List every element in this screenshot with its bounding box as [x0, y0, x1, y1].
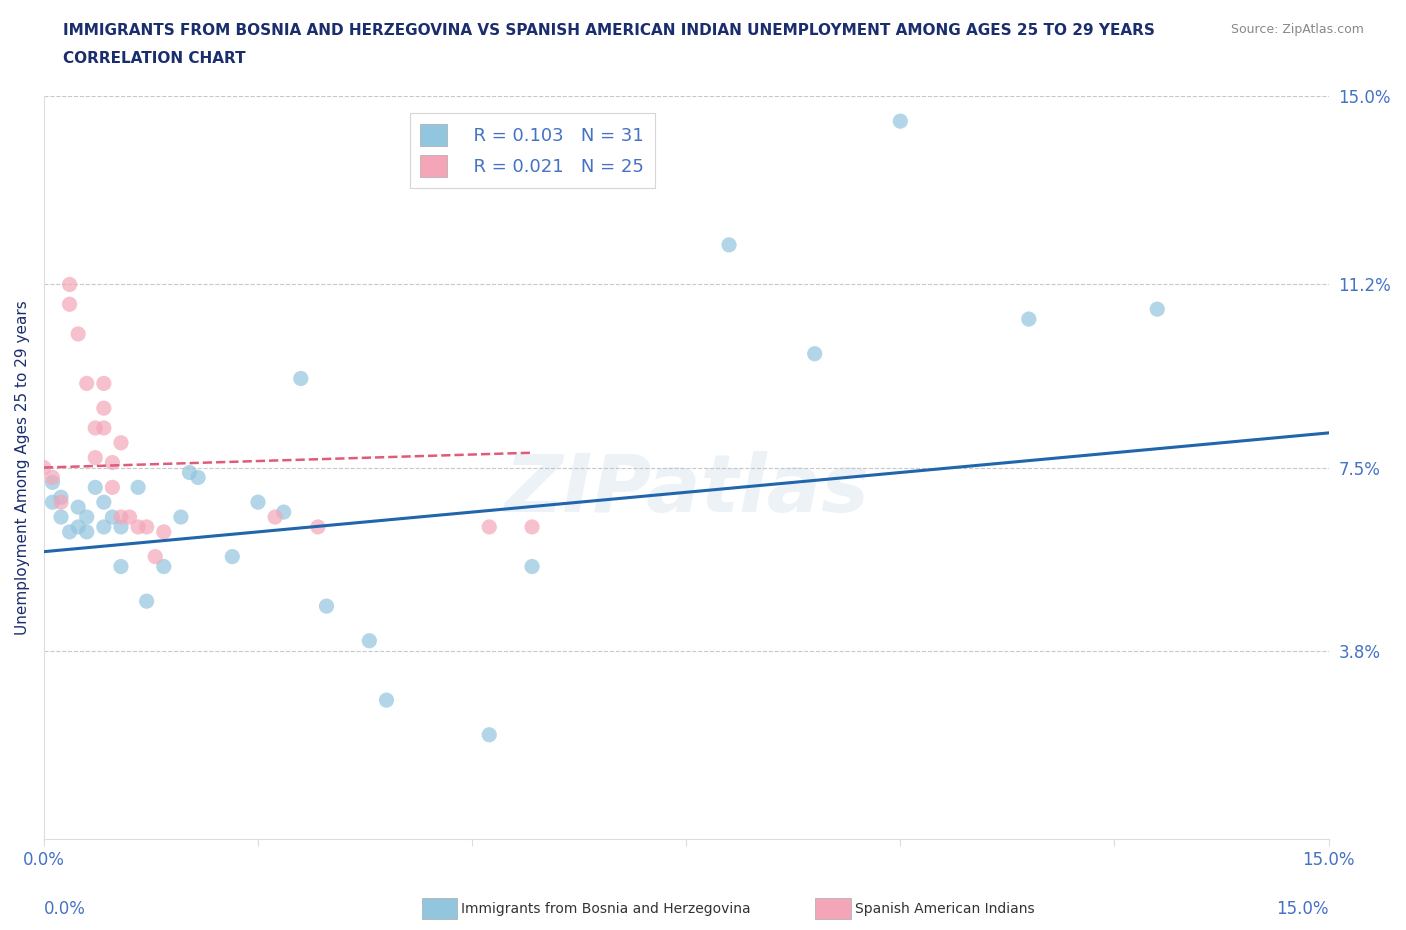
Point	[110, 510, 132, 525]
Point	[41, 475, 63, 490]
Point	[375, 693, 398, 708]
Point	[264, 510, 287, 525]
Point	[246, 495, 269, 510]
Point	[101, 480, 124, 495]
Point	[32, 460, 55, 475]
Point	[49, 510, 72, 525]
Point	[478, 520, 501, 535]
Point	[889, 113, 911, 128]
Text: IMMIGRANTS FROM BOSNIA AND HERZEGOVINA VS SPANISH AMERICAN INDIAN UNEMPLOYMENT A: IMMIGRANTS FROM BOSNIA AND HERZEGOVINA V…	[63, 23, 1156, 38]
Point	[84, 480, 107, 495]
Text: ZIPatlas: ZIPatlas	[503, 451, 869, 529]
Point	[84, 420, 107, 435]
Point	[110, 435, 132, 450]
Point	[127, 480, 149, 495]
Point	[101, 510, 124, 525]
Point	[127, 520, 149, 535]
Point	[93, 420, 115, 435]
Point	[76, 376, 98, 391]
Text: 0.0%: 0.0%	[44, 899, 86, 918]
Point	[803, 346, 825, 361]
Point	[187, 470, 209, 485]
Point	[67, 499, 90, 514]
Point	[179, 465, 201, 480]
Y-axis label: Unemployment Among Ages 25 to 29 years: Unemployment Among Ages 25 to 29 years	[15, 300, 30, 635]
Point	[170, 510, 193, 525]
Point	[118, 510, 141, 525]
Point	[84, 450, 107, 465]
Point	[93, 401, 115, 416]
Text: Source: ZipAtlas.com: Source: ZipAtlas.com	[1230, 23, 1364, 36]
Point	[58, 297, 80, 312]
Point	[290, 371, 312, 386]
Point	[152, 559, 174, 574]
Point	[520, 559, 543, 574]
Point	[718, 237, 741, 252]
Point	[520, 520, 543, 535]
Point	[49, 495, 72, 510]
Point	[1146, 301, 1168, 316]
Point	[76, 525, 98, 539]
Point	[1018, 312, 1040, 326]
Point	[273, 505, 295, 520]
Point	[307, 520, 329, 535]
Point	[58, 525, 80, 539]
Point	[101, 455, 124, 470]
Point	[135, 593, 157, 608]
Point	[315, 599, 337, 614]
Legend:   R = 0.103   N = 31,   R = 0.021   N = 25: R = 0.103 N = 31, R = 0.021 N = 25	[409, 113, 655, 188]
Point	[359, 633, 381, 648]
Point	[49, 490, 72, 505]
Point	[110, 559, 132, 574]
Point	[152, 525, 174, 539]
Point	[135, 520, 157, 535]
Point	[110, 520, 132, 535]
Point	[58, 277, 80, 292]
Text: 15.0%: 15.0%	[1277, 899, 1329, 918]
Text: CORRELATION CHART: CORRELATION CHART	[63, 51, 246, 66]
Point	[93, 520, 115, 535]
Point	[93, 376, 115, 391]
Point	[41, 495, 63, 510]
Text: Immigrants from Bosnia and Herzegovina: Immigrants from Bosnia and Herzegovina	[461, 901, 751, 916]
Point	[41, 470, 63, 485]
Point	[478, 727, 501, 742]
Point	[67, 520, 90, 535]
Point	[93, 495, 115, 510]
Text: Spanish American Indians: Spanish American Indians	[855, 901, 1035, 916]
Point	[221, 550, 243, 565]
Point	[67, 326, 90, 341]
Point	[143, 550, 166, 565]
Point	[76, 510, 98, 525]
